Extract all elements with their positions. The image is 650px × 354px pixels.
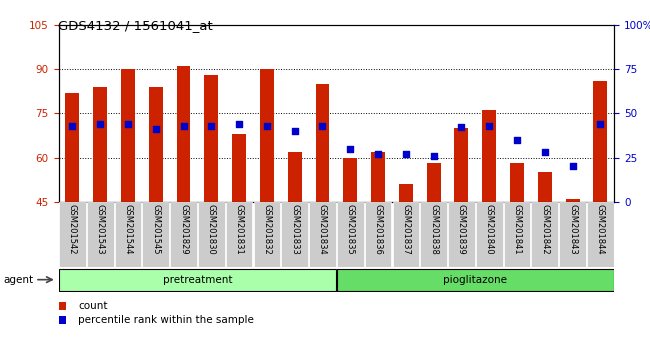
Text: GSM201839: GSM201839: [457, 204, 466, 255]
Point: [456, 125, 467, 130]
FancyBboxPatch shape: [587, 202, 614, 267]
FancyBboxPatch shape: [559, 202, 586, 267]
Bar: [177, 66, 190, 202]
Text: GSM201830: GSM201830: [207, 204, 216, 255]
Text: GDS4132 / 1561041_at: GDS4132 / 1561041_at: [58, 19, 213, 33]
Point: [123, 121, 133, 127]
Point: [595, 121, 606, 127]
Bar: [149, 87, 162, 202]
Bar: [399, 184, 413, 202]
FancyBboxPatch shape: [87, 202, 114, 267]
FancyBboxPatch shape: [59, 202, 86, 267]
FancyBboxPatch shape: [170, 202, 197, 267]
Bar: [232, 134, 246, 202]
Text: GSM201829: GSM201829: [179, 204, 188, 255]
FancyBboxPatch shape: [532, 202, 558, 267]
FancyBboxPatch shape: [254, 202, 280, 267]
Text: pioglitazone: pioglitazone: [443, 275, 507, 285]
Text: agent: agent: [3, 275, 33, 285]
Text: GSM201843: GSM201843: [568, 204, 577, 255]
Text: GSM201835: GSM201835: [346, 204, 355, 255]
Text: GSM201840: GSM201840: [485, 204, 494, 255]
Point: [512, 137, 522, 143]
Text: GSM201841: GSM201841: [512, 204, 521, 255]
Text: GSM201837: GSM201837: [401, 204, 410, 255]
Point: [151, 126, 161, 132]
Point: [567, 164, 578, 169]
Point: [95, 121, 105, 127]
FancyBboxPatch shape: [476, 202, 502, 267]
Text: GSM201834: GSM201834: [318, 204, 327, 255]
Point: [317, 123, 328, 129]
Bar: [93, 87, 107, 202]
Bar: [121, 69, 135, 202]
FancyBboxPatch shape: [226, 202, 252, 267]
Text: GSM201545: GSM201545: [151, 204, 161, 254]
Point: [234, 121, 244, 127]
Text: GSM201832: GSM201832: [263, 204, 272, 255]
Bar: [593, 81, 607, 202]
Text: GSM201831: GSM201831: [235, 204, 244, 255]
FancyBboxPatch shape: [198, 202, 225, 267]
Point: [540, 149, 550, 155]
Text: GSM201543: GSM201543: [96, 204, 105, 255]
Text: pretreatment: pretreatment: [162, 275, 232, 285]
Point: [484, 123, 495, 129]
Bar: [315, 84, 330, 202]
Text: count: count: [78, 301, 107, 311]
Text: GSM201844: GSM201844: [596, 204, 605, 255]
Point: [400, 151, 411, 157]
Bar: [371, 152, 385, 202]
Text: GSM201833: GSM201833: [290, 204, 299, 255]
Point: [67, 123, 77, 129]
FancyBboxPatch shape: [421, 202, 447, 267]
FancyBboxPatch shape: [504, 202, 530, 267]
Bar: [454, 128, 469, 202]
FancyBboxPatch shape: [393, 202, 419, 267]
Text: GSM201836: GSM201836: [374, 204, 383, 255]
FancyBboxPatch shape: [59, 268, 336, 291]
FancyBboxPatch shape: [281, 202, 308, 267]
FancyBboxPatch shape: [309, 202, 336, 267]
FancyBboxPatch shape: [142, 202, 169, 267]
Text: GSM201838: GSM201838: [429, 204, 438, 255]
Bar: [538, 172, 552, 202]
Bar: [260, 69, 274, 202]
Text: GSM201542: GSM201542: [68, 204, 77, 254]
Point: [178, 123, 188, 129]
Point: [262, 123, 272, 129]
FancyBboxPatch shape: [337, 268, 614, 291]
FancyBboxPatch shape: [337, 202, 363, 267]
Point: [289, 128, 300, 134]
Bar: [66, 93, 79, 202]
FancyBboxPatch shape: [114, 202, 141, 267]
Point: [206, 123, 216, 129]
FancyBboxPatch shape: [365, 202, 391, 267]
FancyBboxPatch shape: [448, 202, 474, 267]
Text: percentile rank within the sample: percentile rank within the sample: [78, 315, 254, 325]
Point: [428, 153, 439, 159]
Bar: [510, 164, 524, 202]
Bar: [566, 199, 580, 202]
Bar: [288, 152, 302, 202]
Text: GSM201842: GSM201842: [540, 204, 549, 255]
Text: GSM201544: GSM201544: [124, 204, 133, 254]
Bar: [482, 110, 496, 202]
Bar: [204, 75, 218, 202]
Point: [345, 146, 356, 152]
Bar: [426, 164, 441, 202]
Bar: [343, 158, 358, 202]
Point: [373, 151, 384, 157]
